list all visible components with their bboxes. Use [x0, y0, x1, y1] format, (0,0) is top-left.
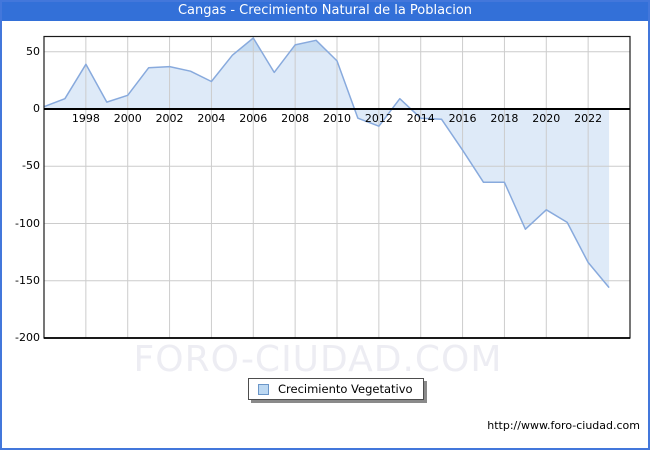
- x-axis-tick-label: 2018: [490, 112, 519, 125]
- y-axis-tick-label: -100: [15, 216, 40, 230]
- series-line: [43, 37, 610, 289]
- y-axis-tick-label: 50: [26, 44, 40, 58]
- legend-series-marker-icon: [258, 383, 269, 395]
- chart-title-bar: Cangas - Crecimiento Natural de la Pobla…: [2, 2, 648, 21]
- x-axis-tick-label: 2000: [113, 112, 142, 125]
- chart-title: Cangas - Crecimiento Natural de la Pobla…: [177, 3, 473, 18]
- legend-box: Crecimiento Vegetativo: [248, 378, 424, 400]
- x-axis-tick-label: 2008: [281, 112, 310, 125]
- series-area-fill: [44, 38, 610, 288]
- y-axis-tick-label: -50: [22, 159, 40, 173]
- x-axis-tick-label: 2002: [155, 112, 184, 125]
- footer-url-link[interactable]: http://www.foro-ciudad.com: [487, 419, 640, 432]
- x-axis-tick-label: 2020: [532, 112, 561, 125]
- x-axis-tick-label: 2016: [448, 112, 477, 125]
- x-axis-tick-label: 2010: [323, 112, 351, 125]
- y-axis-tick-label: 0: [33, 102, 40, 115]
- y-axis-tick-label: -150: [15, 273, 40, 287]
- x-axis-tick-label: 2022: [574, 112, 603, 125]
- x-axis-tick-label: 1998: [71, 112, 100, 125]
- legend-label: Crecimiento Vegetativo: [278, 382, 413, 396]
- x-axis-tick-label: 2004: [197, 112, 226, 125]
- x-axis-tick-label: 2006: [239, 112, 268, 125]
- x-axis-tick-label: 2012: [364, 112, 393, 125]
- x-axis-tick-label: 2014: [406, 112, 435, 125]
- y-axis-tick-label: -200: [15, 331, 40, 344]
